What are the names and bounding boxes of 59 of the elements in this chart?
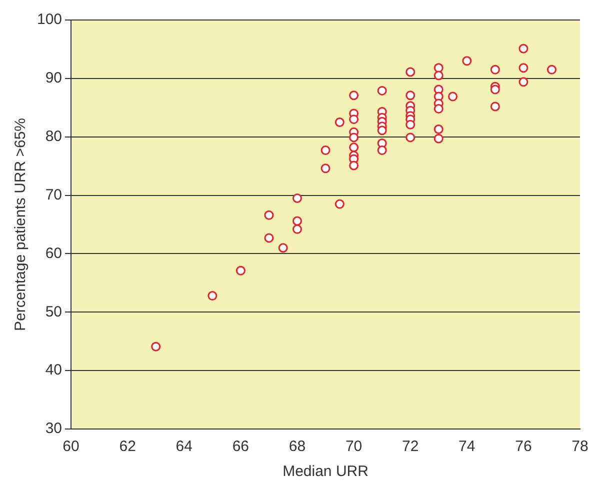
point xyxy=(490,64,500,74)
x-tick-label: 60 xyxy=(62,438,80,456)
point xyxy=(434,104,444,114)
y-tick-label: 30 xyxy=(45,420,62,438)
point xyxy=(490,84,500,94)
point xyxy=(518,44,528,54)
point xyxy=(264,210,274,220)
y-tick-label: 50 xyxy=(45,303,62,320)
x-tick-label: 68 xyxy=(288,438,306,456)
y-axis-title: Percentage patients URR >65% xyxy=(12,118,30,332)
point xyxy=(236,266,246,276)
y-tick-label: 90 xyxy=(45,70,62,87)
x-tick-label: 72 xyxy=(402,438,419,456)
x-tick-label: 70 xyxy=(345,438,362,456)
x-tick-label: 76 xyxy=(515,438,532,456)
y-tick-label: 70 xyxy=(45,186,62,204)
point xyxy=(264,233,274,243)
point xyxy=(518,63,528,73)
point xyxy=(406,120,416,130)
point xyxy=(377,126,387,136)
x-axis-title: Median URR xyxy=(282,463,369,480)
point xyxy=(546,64,556,74)
point xyxy=(334,199,344,209)
point xyxy=(434,134,444,144)
x-tick-label: 62 xyxy=(119,438,136,456)
point xyxy=(320,146,330,156)
point xyxy=(349,132,359,142)
point xyxy=(349,160,359,170)
point xyxy=(349,142,359,152)
point xyxy=(490,102,500,112)
point xyxy=(377,86,387,96)
point xyxy=(278,243,288,253)
point xyxy=(292,193,302,203)
point xyxy=(292,216,302,226)
point xyxy=(349,114,359,124)
point xyxy=(151,342,161,352)
point xyxy=(434,70,444,80)
x-tick-label: 74 xyxy=(458,438,476,456)
point xyxy=(462,56,472,66)
y-tick-label: 40 xyxy=(45,362,62,379)
point xyxy=(434,63,444,73)
y-tick-label: 60 xyxy=(45,244,62,262)
x-tick-label: 66 xyxy=(232,438,250,456)
y-tick-label: 80 xyxy=(45,128,62,145)
x-tick-label: 78 xyxy=(572,438,588,456)
point xyxy=(518,77,528,87)
point xyxy=(292,224,302,234)
point xyxy=(334,118,344,127)
point xyxy=(320,164,330,174)
point xyxy=(434,124,444,134)
point xyxy=(377,146,387,156)
y-tick-label: 100 xyxy=(36,11,62,28)
point xyxy=(349,90,359,100)
point xyxy=(448,92,458,102)
point xyxy=(208,291,218,301)
point xyxy=(406,132,416,142)
point xyxy=(406,67,416,77)
x-tick-label: 64 xyxy=(176,438,192,456)
point xyxy=(406,90,416,100)
